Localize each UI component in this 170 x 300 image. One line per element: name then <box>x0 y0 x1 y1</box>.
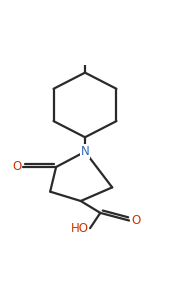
Text: O: O <box>12 160 21 173</box>
Text: O: O <box>131 214 140 227</box>
Text: HO: HO <box>70 222 88 235</box>
Text: N: N <box>81 145 89 158</box>
